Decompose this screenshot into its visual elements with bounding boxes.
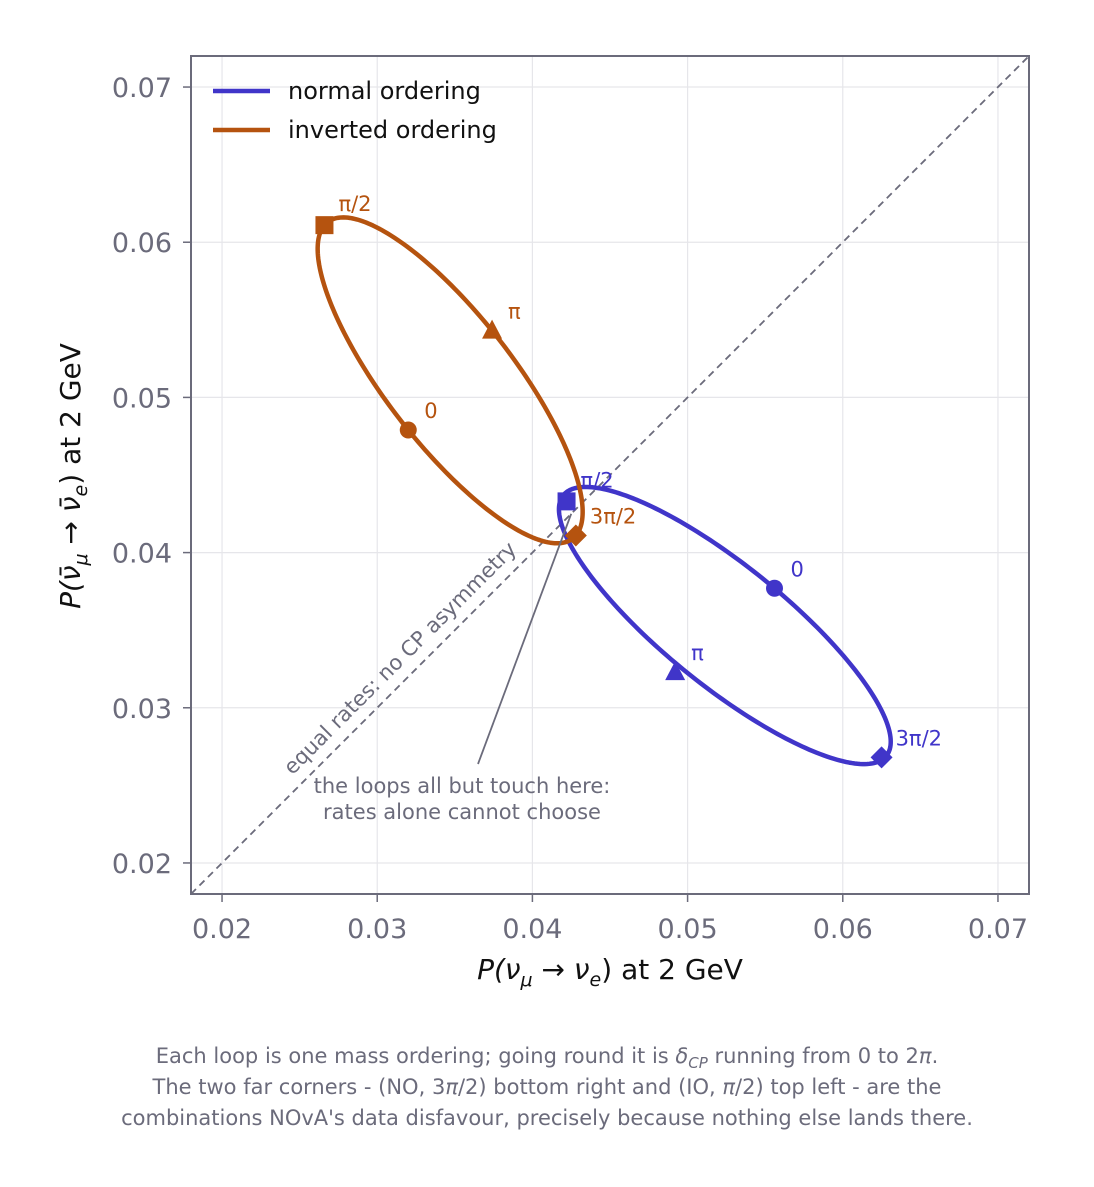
x-tick-label: 0.03 (347, 914, 407, 945)
normal-phase-label: π (691, 641, 704, 665)
inverted-phase-label: 0 (424, 399, 437, 423)
y-tick-label: 0.06 (112, 228, 172, 259)
inverted-phase-label: π/2 (338, 192, 371, 216)
figure-caption: Each loop is one mass ordering; going ro… (0, 1041, 1094, 1134)
legend-label-inverted: inverted ordering (288, 116, 497, 144)
plot-frame (190, 55, 1030, 895)
normal-marker-diamond (870, 746, 893, 769)
y-tick-label: 0.04 (112, 539, 172, 570)
legend-label-normal: normal ordering (288, 77, 481, 105)
normal-marker-square (557, 492, 576, 511)
x-tick-label: 0.07 (968, 914, 1028, 945)
x-tick-label: 0.02 (192, 914, 252, 945)
y-tick-label: 0.02 (112, 849, 172, 880)
normal-marker-triangle (665, 661, 686, 681)
y-tick-label: 0.05 (112, 383, 172, 414)
y-tick-label: 0.03 (112, 694, 172, 725)
inverted-marker-square (315, 216, 334, 235)
caption-line-2: The two far corners - (NO, 3π/2) bottom … (152, 1075, 942, 1099)
inverted-marker-diamond (564, 524, 587, 547)
grid-lines (191, 56, 1029, 894)
inverted-phase-label: 3π/2 (590, 505, 636, 529)
no-asymmetry-diagonal (191, 56, 1029, 894)
axis-tick-labels: 0.02 0.03 0.04 0.05 0.06 0.07 0.02 0.03 0.04 0.05… (112, 73, 1028, 945)
legend: normal ordering inverted ordering (213, 77, 497, 144)
inverted-marker-triangle (482, 319, 503, 339)
annotation-text-line1: the loops all but touch here: (314, 774, 611, 798)
y-tick-label: 0.07 (112, 73, 172, 104)
x-tick-label: 0.05 (658, 914, 718, 945)
x-tick-label: 0.06 (813, 914, 873, 945)
y-axis-title: P(ν̄μ → ν̄e) at 2 GeV (54, 343, 92, 609)
caption-line-3: combinations NOvA's data disfavour, prec… (121, 1106, 973, 1130)
normal-phase-label: 0 (790, 557, 803, 581)
normal-phase-label: 3π/2 (896, 726, 942, 750)
x-axis-title: P(νμ → νe) at 2 GeV (477, 953, 743, 991)
phase-labels: 0 π/2 π 3π/2 0 π/2 π 3π/2 (338, 192, 942, 750)
annotation-pointer (477, 513, 573, 765)
phase-markers (315, 216, 893, 769)
normal-marker-circle (765, 579, 783, 597)
caption-line-1: Each loop is one mass ordering; going ro… (155, 1044, 939, 1073)
normal-phase-label: π/2 (581, 468, 614, 492)
annotation-text-line2: rates alone cannot choose (323, 800, 601, 824)
x-tick-label: 0.04 (502, 914, 562, 945)
inverted-phase-label: π (508, 300, 521, 324)
inverted-marker-circle (399, 421, 417, 439)
axis-ticks (183, 86, 999, 902)
